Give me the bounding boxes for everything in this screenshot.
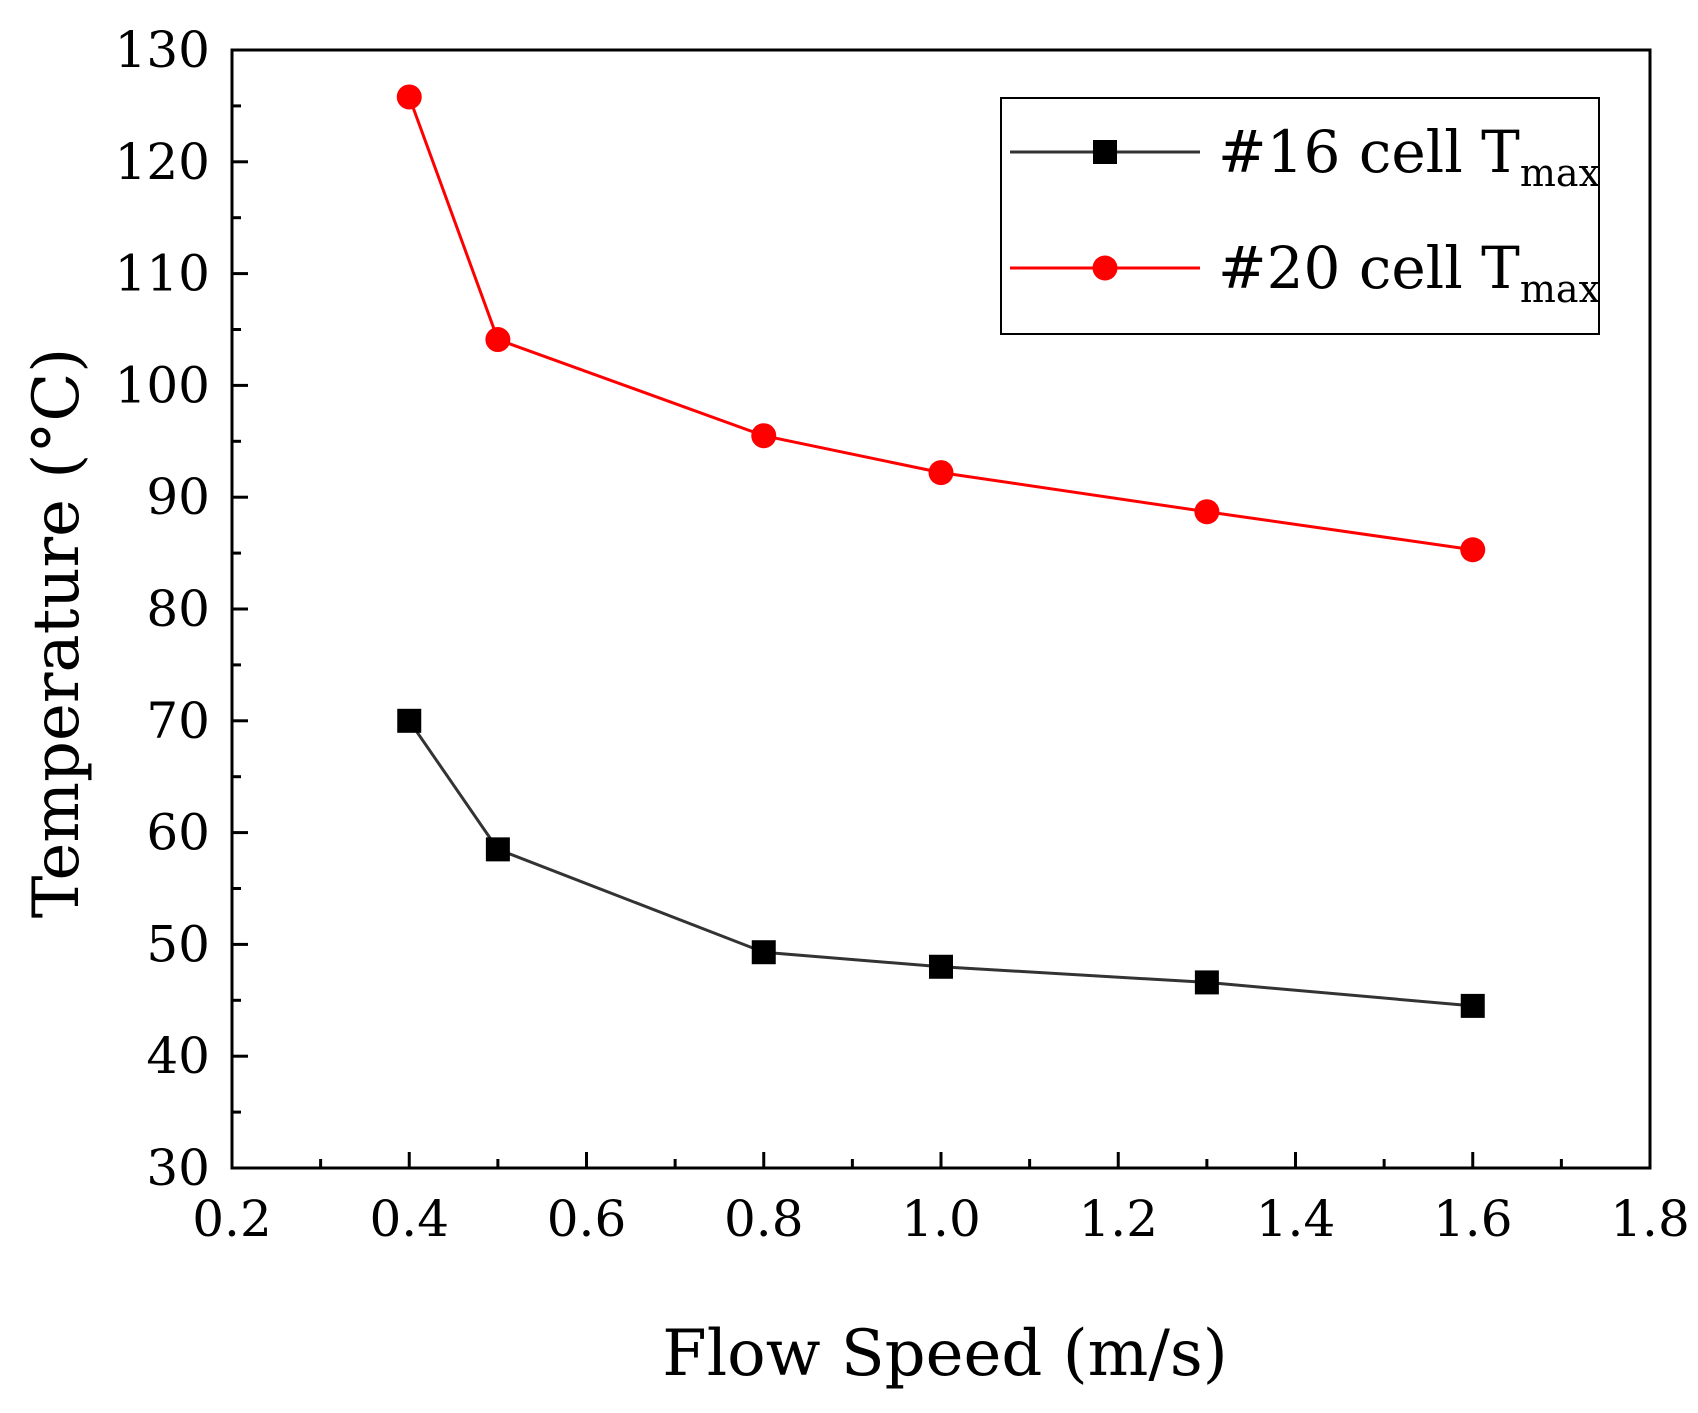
y-tick-label: 120 [115,133,210,191]
legend-box [1000,97,1600,335]
x-tick-label: 0.8 [724,1190,804,1248]
data-point [751,423,777,449]
y-tick-label: 70 [146,692,210,750]
data-point [1460,993,1485,1018]
legend-marker [1092,255,1118,281]
series-2 [396,84,1486,563]
y-tick-label: 60 [146,804,210,862]
series-line [408,719,1473,1008]
y-tick-label: 110 [115,245,210,303]
x-tick-label: 0.6 [547,1190,627,1248]
data-point [485,327,511,353]
x-tick-label: 0.2 [192,1190,272,1248]
x-tick-label: 1.8 [1610,1190,1690,1248]
y-tick-label: 90 [146,468,210,526]
data-point [751,940,776,965]
legend-marker [1093,140,1117,164]
y-tick-label: 40 [146,1027,210,1085]
legend: #16 cell Tmax #20 cell Tmax [1000,97,1600,335]
x-tick-label: 1.0 [901,1190,981,1248]
y-tick-label: 100 [115,356,210,414]
data-point [1194,970,1219,995]
y-axis-title: Temperature (°C) [20,348,94,919]
legend-item-2: #20 cell Tmax [1010,234,1600,311]
x-axis-title: Flow Speed (m/s) [662,1317,1227,1391]
data-point [929,954,953,979]
y-tick-label: 80 [146,580,210,638]
data-point [397,708,422,733]
legend-label: #20 cell Tmax [1218,234,1600,311]
x-tick-label: 1.4 [1256,1190,1336,1248]
data-point [928,460,954,486]
legend-label: #16 cell Tmax [1218,118,1600,195]
data-point [485,837,510,862]
data-point [1460,537,1486,563]
x-tick-label: 1.6 [1433,1190,1513,1248]
data-point [396,84,422,110]
x-tick-label: 0.4 [369,1190,449,1248]
y-tick-label: 50 [146,915,210,973]
data-point [1194,499,1220,525]
x-tick-label: 1.2 [1078,1190,1158,1248]
y-tick-label: 130 [115,21,210,79]
series-line [407,96,1473,552]
legend-item-1: #16 cell Tmax [1010,118,1600,195]
y-tick-label: 30 [146,1139,210,1197]
series-1 [397,708,1485,1018]
